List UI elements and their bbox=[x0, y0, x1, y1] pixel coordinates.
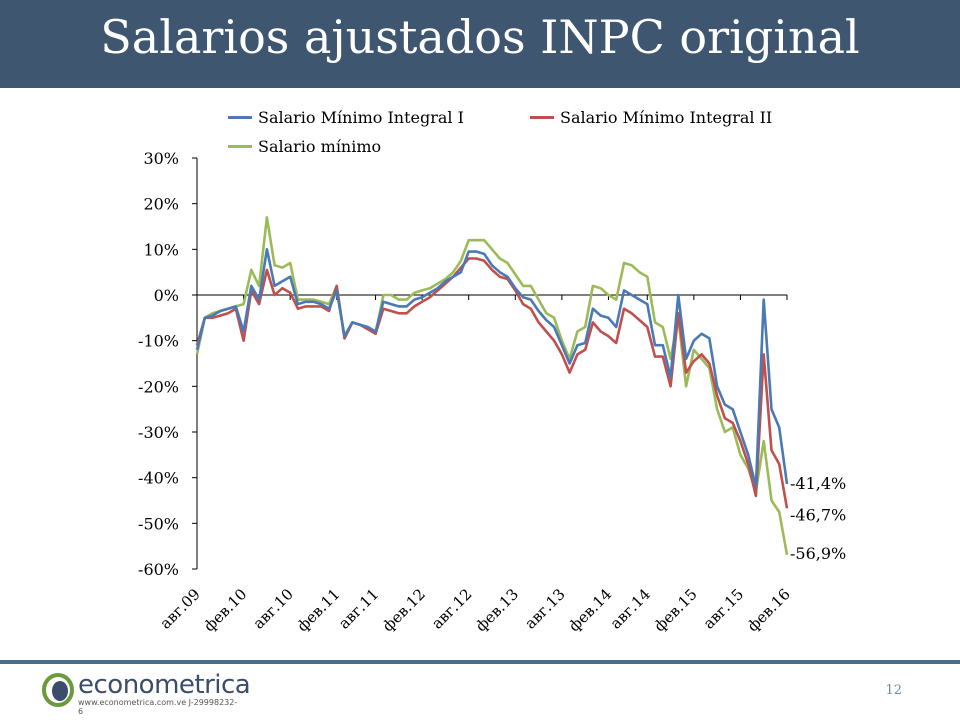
y-tick-label: -10% bbox=[138, 332, 179, 351]
legend-label-3: Salario mínimo bbox=[258, 136, 382, 156]
x-tick-label: авг.09 bbox=[156, 585, 203, 632]
y-tick-label: 20% bbox=[143, 195, 179, 214]
logo-wordmark: econometrica bbox=[78, 670, 251, 700]
legend-swatch-1 bbox=[228, 115, 252, 119]
logo-subtext: www.econometrica.com.ve J-29998232-6 bbox=[78, 698, 238, 716]
y-tick-label: -40% bbox=[138, 469, 179, 488]
chart: 30% 20% 10% 0% -10% -20% -30% -40% -50% -60% авг.0… bbox=[0, 88, 960, 648]
page-number: 12 bbox=[885, 683, 902, 698]
y-tick-label: -60% bbox=[138, 560, 179, 579]
y-tick-label: -50% bbox=[138, 514, 179, 533]
x-tick-label: фев.10 bbox=[200, 585, 250, 635]
x-tick-label: фев.13 bbox=[472, 585, 522, 635]
x-tick-label: авг.10 bbox=[250, 585, 297, 632]
x-tick-label: фев.15 bbox=[651, 585, 701, 635]
end-value-label-3: -56,9% bbox=[790, 544, 846, 563]
legend-item-series-3: Salario mínimo bbox=[228, 135, 381, 157]
x-tick-label: фев.12 bbox=[379, 585, 429, 635]
y-tick-label: 10% bbox=[143, 240, 179, 259]
legend-swatch-2 bbox=[530, 115, 554, 119]
y-tick-label: 30% bbox=[143, 149, 179, 168]
x-tick-label: фев.14 bbox=[565, 585, 615, 635]
series-line-3 bbox=[195, 216, 789, 556]
econometrica-logo: econometrica www.econometrica.com.ve J-2… bbox=[40, 668, 251, 716]
x-tick-label: фев.16 bbox=[744, 585, 794, 635]
x-tick-label: авг.12 bbox=[428, 585, 475, 632]
logo-swoosh-icon bbox=[42, 673, 74, 707]
series-line-2 bbox=[195, 257, 789, 509]
legend-label-2: Salario Mínimo Integral II bbox=[560, 107, 773, 127]
x-tick-label: авг.14 bbox=[607, 585, 654, 632]
x-tick-label: фев.11 bbox=[293, 585, 343, 635]
y-tick-label: 0% bbox=[154, 286, 179, 305]
series-line-1 bbox=[195, 248, 789, 489]
x-tick-label: авг.15 bbox=[700, 585, 747, 632]
legend-label-1: Salario Mínimo Integral I bbox=[258, 107, 464, 127]
footer-divider bbox=[0, 660, 960, 664]
x-tick-label: авг.11 bbox=[335, 585, 382, 632]
header-bar: Salarios ajustados INPC original bbox=[0, 0, 960, 88]
legend-item-series-2: Salario Mínimo Integral II bbox=[530, 106, 772, 128]
slide-title: Salarios ajustados INPC original bbox=[100, 10, 860, 64]
x-tick-label: авг.13 bbox=[521, 585, 568, 632]
y-tick-label: -30% bbox=[138, 423, 179, 442]
y-tick-label: -20% bbox=[138, 377, 179, 396]
legend-swatch-3 bbox=[228, 144, 252, 148]
end-value-label-2: -46,7% bbox=[790, 505, 846, 524]
line-chart-svg: 30% 20% 10% 0% -10% -20% -30% -40% -50% -60% авг.0… bbox=[138, 149, 846, 635]
end-value-label-1: -41,4% bbox=[790, 474, 846, 493]
legend-item-series-1: Salario Mínimo Integral I bbox=[228, 106, 464, 128]
